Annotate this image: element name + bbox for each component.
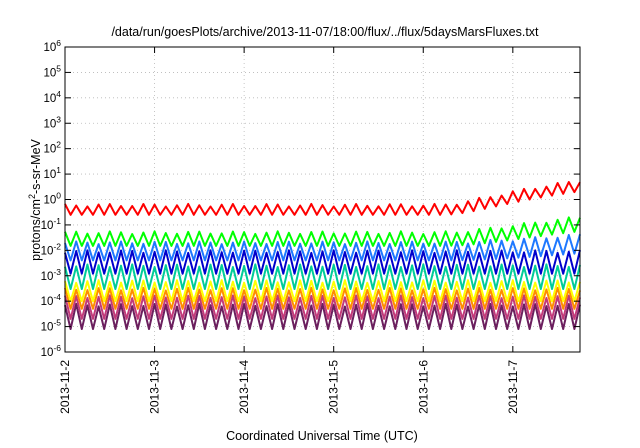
y-axis-label-suffix: -s-sr-MeV (29, 138, 43, 194)
y-tick-exp: -1 (53, 216, 61, 226)
series-group (64, 181, 581, 330)
y-tick-label: 10-1 (41, 216, 62, 232)
y-tick-label: 104 (43, 89, 61, 105)
y-tick-label: 10-2 (41, 241, 62, 257)
x-tick-label: 2013-11-2 (58, 360, 72, 414)
series-line (64, 234, 581, 262)
series-line (64, 263, 581, 290)
y-tick-exp: 2 (56, 140, 61, 150)
y-axis-label-superscript: 2 (27, 194, 37, 199)
y-tick-exp: 6 (56, 38, 61, 48)
y-tick-base: 10 (41, 296, 54, 308)
x-tick-label: 2013-11-6 (416, 360, 430, 414)
y-tick-exp: 3 (56, 114, 61, 124)
y-tick-base: 10 (43, 42, 56, 54)
y-tick-base: 10 (43, 67, 56, 79)
y-tick-exp: -6 (53, 343, 61, 353)
y-tick-label: 105 (43, 63, 61, 79)
y-tick-exp: -3 (53, 267, 61, 277)
y-tick-base: 10 (41, 220, 54, 232)
y-tick-base: 10 (43, 169, 56, 181)
y-tick-exp: 1 (56, 165, 61, 175)
x-tick-label: 2013-11-7 (506, 360, 520, 414)
y-tick-base: 10 (41, 245, 54, 257)
y-tick-label: 10-3 (41, 267, 62, 283)
series-line (64, 286, 581, 310)
x-axis-label: Coordinated Universal Time (UTC) (226, 429, 418, 443)
y-tick-exp: -4 (53, 292, 61, 302)
chart-title: /data/run/goesPlots/archive/2013-11-07/1… (111, 25, 539, 39)
series-line (64, 279, 581, 303)
y-tick-label: 10-5 (41, 318, 62, 334)
series-line (64, 216, 581, 247)
x-tick-label: 2013-11-5 (327, 360, 341, 414)
y-axis: 10-610-510-410-310-210-11001011021031041… (41, 38, 580, 359)
series-line (64, 294, 581, 320)
y-tick-label: 103 (43, 114, 61, 130)
grid (65, 47, 580, 352)
series-line (64, 302, 581, 330)
y-tick-label: 102 (43, 140, 61, 156)
y-tick-base: 10 (41, 347, 54, 359)
y-tick-exp: 5 (56, 63, 61, 73)
x-axis: 2013-11-2 2013-11-3 2013-11-4 2013-11-5 2013… (58, 47, 520, 414)
y-tick-base: 10 (41, 271, 54, 283)
x-tick-label: 2013-11-3 (148, 360, 162, 414)
x-tick-label: 2013-11-4 (237, 360, 251, 414)
y-tick-exp: 0 (56, 191, 61, 201)
y-tick-base: 10 (43, 195, 56, 207)
y-tick-label: 100 (43, 191, 61, 207)
series-line (64, 181, 581, 216)
y-tick-exp: -5 (53, 318, 61, 328)
y-tick-label: 10-4 (41, 292, 62, 308)
y-tick-base: 10 (43, 118, 56, 130)
y-tick-label: 101 (43, 165, 61, 181)
y-tick-label: 106 (43, 38, 61, 54)
y-tick-base: 10 (43, 93, 56, 105)
y-tick-exp: 4 (56, 89, 61, 99)
y-tick-label: 10-6 (41, 343, 62, 359)
y-tick-base: 10 (43, 144, 56, 156)
y-axis-label-prefix: protons/cm (29, 199, 43, 261)
y-tick-base: 10 (41, 322, 54, 334)
y-tick-exp: -2 (53, 241, 61, 251)
series-line (64, 249, 581, 275)
y-axis-label: protons/cm2-s-sr-MeV (27, 138, 43, 260)
